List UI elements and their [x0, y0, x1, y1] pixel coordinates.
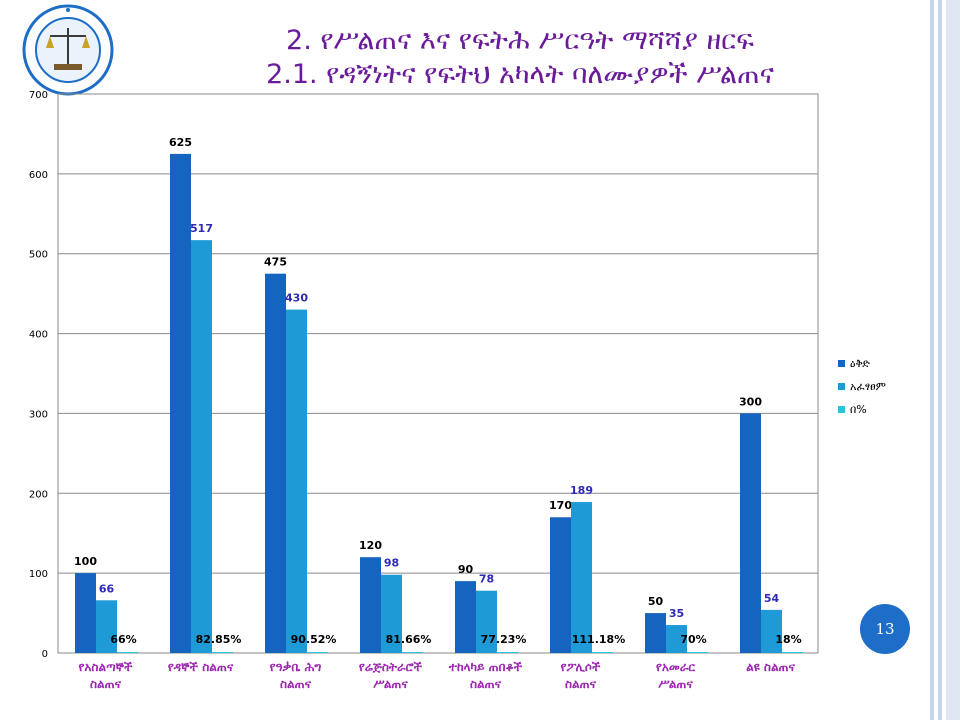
data-label: 82.85%: [196, 633, 242, 646]
y-tick-label: 600: [29, 170, 48, 181]
bar: [592, 652, 613, 653]
x-tick-label: ልዩ ስልጠና: [746, 660, 795, 674]
x-tick-label: ስልጠና: [90, 677, 122, 691]
x-tick-label: ስልጠና: [280, 677, 312, 691]
data-label: 81.66%: [386, 633, 432, 646]
x-tick-label: ሥልጠና: [373, 677, 408, 691]
slide-border-decoration: [930, 0, 960, 720]
bar: [212, 652, 233, 653]
x-tick-label: የአስልጣኞች: [79, 660, 133, 674]
data-label: 189: [570, 484, 593, 497]
y-tick-label: 400: [29, 330, 48, 341]
data-label: 517: [190, 222, 213, 235]
data-label: 18%: [775, 633, 801, 646]
y-tick-label: 300: [29, 409, 48, 420]
x-tick-label: ተከላካይ ጠበቆች: [448, 660, 523, 674]
page-number-badge: 13: [860, 604, 910, 654]
bar: [402, 652, 423, 653]
bar: [550, 517, 571, 653]
bar: [740, 413, 761, 653]
bar: [687, 652, 708, 653]
data-label: 66%: [110, 633, 136, 646]
data-label: 120: [359, 539, 382, 552]
bar: [782, 652, 803, 653]
bar: [265, 273, 286, 653]
data-label: 66: [99, 582, 115, 595]
data-label: 90: [458, 563, 474, 576]
data-label: 111.18%: [572, 633, 625, 646]
data-label: 170: [549, 499, 572, 512]
bar: [117, 652, 138, 653]
data-label: 54: [764, 592, 780, 605]
data-label: 70%: [680, 633, 706, 646]
x-tick-label: የፖሊሶች: [561, 660, 601, 674]
x-tick-label: የአመራር: [656, 660, 695, 674]
legend-label: ዕቅድ: [850, 357, 870, 370]
bar: [645, 613, 666, 653]
legend-swatch: [838, 383, 845, 390]
legend-label: አፈፃፀም: [850, 380, 886, 393]
data-label: 100: [74, 555, 97, 568]
x-tick-label: ሥልጠና: [658, 677, 693, 691]
y-tick-label: 200: [29, 489, 48, 500]
data-label: 90.52%: [291, 633, 337, 646]
bar: [381, 574, 402, 653]
data-label: 50: [648, 595, 664, 608]
legend-label: በ%: [850, 403, 867, 416]
bar: [96, 600, 117, 653]
bar: [666, 625, 687, 653]
legend-swatch: [838, 360, 845, 367]
legend-swatch: [838, 406, 845, 413]
bar: [307, 652, 328, 653]
x-tick-label: የዳኞች ስልጠና: [168, 660, 234, 674]
bar: [455, 581, 476, 653]
bar: [476, 590, 497, 653]
x-tick-label: የዓቃቤ ሕግ: [270, 660, 322, 674]
y-tick-label: 700: [29, 90, 48, 101]
data-label: 35: [669, 607, 684, 620]
x-tick-label: ስልጠና: [565, 677, 597, 691]
y-tick-label: 0: [42, 649, 48, 660]
slide-subtitle: 2.1. የዳኝነትና የፍትህ አካላት ባለሙያዎች ሥልጠና: [266, 59, 774, 90]
y-tick-label: 100: [29, 569, 48, 580]
data-label: 78: [479, 573, 494, 586]
bar: [191, 240, 212, 654]
data-label: 475: [264, 256, 287, 269]
x-tick-label: ስልጠና: [470, 677, 502, 691]
y-tick-label: 500: [29, 250, 48, 261]
bar: [761, 609, 782, 653]
data-label: 98: [384, 557, 399, 570]
data-label: 77.23%: [481, 633, 527, 646]
data-label: 430: [285, 292, 308, 305]
bar: [286, 309, 307, 653]
bar: [75, 573, 96, 653]
x-tick-label: የሬጅስትራሮች: [359, 660, 423, 674]
bar: [170, 153, 191, 653]
bar: [360, 557, 381, 653]
bar: [497, 652, 518, 653]
data-label: 625: [169, 136, 192, 149]
slide-title: 2. የሥልጠና እና የፍትሕ ሥርዓት ማሻሻያ ዘርፍ: [286, 25, 754, 56]
data-label: 300: [739, 395, 762, 408]
bar: [571, 502, 592, 653]
